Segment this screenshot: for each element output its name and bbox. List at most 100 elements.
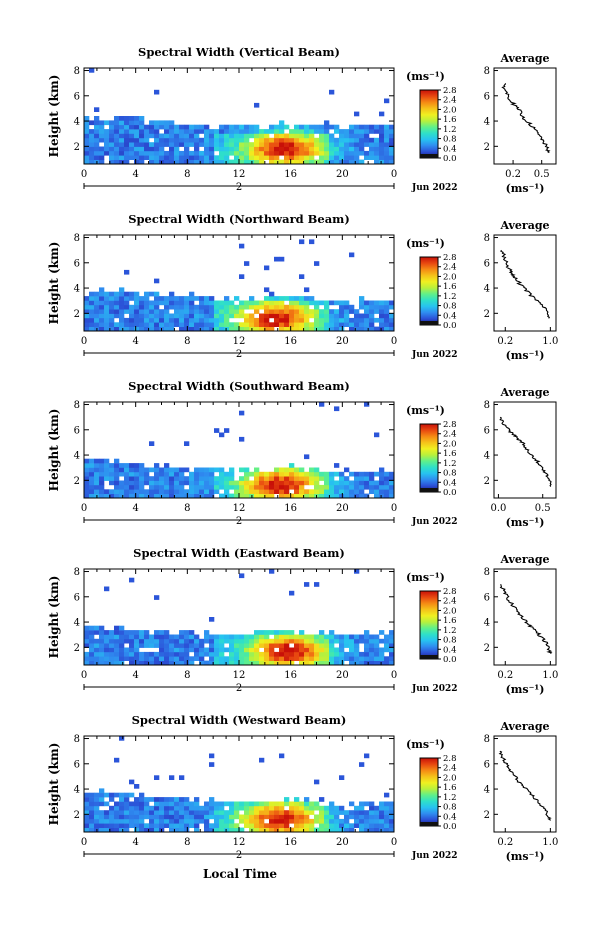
panel-ylabel: Height (km) [47, 576, 61, 659]
x-tick-label: 20 [336, 169, 349, 180]
colorbar-floor [420, 488, 438, 492]
profile-xlabel: (ms⁻¹) [506, 850, 545, 863]
profile-y-tick-label: 6 [484, 425, 490, 436]
profile-y-tick-label: 4 [484, 117, 490, 128]
y-tick-label: 4 [74, 284, 80, 295]
date-label: Jun 2022 [411, 684, 458, 694]
profile-frame [493, 401, 557, 499]
panel-title: Spectral Width (Vertical Beam) [138, 45, 340, 59]
colorbar-tick-label: 0.4 [443, 645, 457, 655]
profile-frame [493, 67, 557, 165]
profile-y-tick-label: 4 [484, 284, 490, 295]
colorbar-tick-label: 0.8 [443, 803, 457, 813]
x-tick-label: 0 [81, 837, 87, 848]
colorbar-tick-label: 2.4 [443, 430, 457, 440]
panel-ylabel: Height (km) [47, 409, 61, 492]
profile-title: Average [499, 52, 549, 65]
colorbar-tick-label: 2.4 [443, 597, 457, 607]
colorbar-tick-label: 0.0 [443, 321, 457, 331]
colorbar-tick-label: 0.8 [443, 636, 457, 646]
colorbar-tick-label: 0.0 [443, 822, 457, 832]
x-tick-label: 0 [81, 336, 87, 347]
colorbar-tick-label: 0.8 [443, 302, 457, 312]
date-marker: 2 [236, 683, 242, 694]
y-tick-label: 6 [74, 759, 80, 770]
colorbar-tick-label: 2.0 [443, 773, 457, 783]
y-tick-label: 8 [74, 567, 80, 578]
y-tick-label: 4 [74, 451, 80, 462]
panel-3: Spectral Width (Eastward Beam) Height (km… [47, 546, 558, 696]
x-tick-label: 4 [132, 670, 138, 681]
profile-frame [493, 735, 557, 833]
y-tick-label: 4 [74, 117, 80, 128]
x-tick-label: 0 [81, 169, 87, 180]
colorbar-unit: (ms⁻¹) [406, 738, 445, 751]
panel-ylabel: Height (km) [47, 743, 61, 826]
x-tick-label: 4 [132, 336, 138, 347]
profile-y-tick-label: 2 [484, 643, 490, 654]
profile-xlabel: (ms⁻¹) [506, 683, 545, 696]
colorbar-tick-label: 2.8 [443, 587, 457, 597]
panel-title: Spectral Width (Southward Beam) [128, 379, 350, 393]
x-tick-label: 16 [284, 503, 297, 514]
profile-x-tick-label: 0.0 [490, 503, 506, 514]
panel-0: Spectral Width (Vertical Beam) Height (km… [47, 45, 557, 195]
date-marker: 2 [236, 850, 242, 861]
x-tick-label: 8 [184, 837, 190, 848]
profile-x-tick-label: 0.2 [497, 837, 513, 848]
x-tick-label: 20 [336, 336, 349, 347]
x-tick-label: 4 [132, 503, 138, 514]
profile-y-tick-label: 4 [484, 451, 490, 462]
x-tick-label: 20 [336, 837, 349, 848]
colorbar-tick-label: 1.6 [443, 616, 457, 626]
panel-title: Spectral Width (Eastward Beam) [133, 546, 345, 560]
x-tick-label: 16 [284, 837, 297, 848]
profile-y-tick-label: 2 [484, 810, 490, 821]
x-tick-label: 0 [391, 670, 397, 681]
colorbar-unit: (ms⁻¹) [406, 70, 445, 83]
y-tick-label: 2 [74, 476, 80, 487]
colorbar-tick-label: 0.0 [443, 655, 457, 665]
panel-title: Spectral Width (Westward Beam) [132, 713, 347, 727]
date-marker: 2 [236, 182, 242, 193]
x-tick-label: 16 [284, 169, 297, 180]
y-tick-label: 8 [74, 400, 80, 411]
heatmap-cells [84, 736, 395, 833]
profile-x-tick-label: 1.0 [542, 336, 558, 347]
colorbar-tick-label: 0.4 [443, 144, 457, 154]
colorbar-unit: (ms⁻¹) [406, 571, 445, 584]
colorbar-tick-label: 2.0 [443, 606, 457, 616]
colorbar-tick-label: 0.4 [443, 311, 457, 321]
colorbar [419, 256, 439, 326]
colorbar-tick-label: 1.2 [443, 626, 457, 636]
colorbar-floor [420, 822, 438, 826]
colorbar [419, 590, 439, 660]
y-tick-label: 6 [74, 258, 80, 269]
profile-line [499, 583, 553, 655]
colorbar-floor [420, 655, 438, 659]
profile-y-tick-label: 8 [484, 66, 490, 77]
profile-title: Average [499, 386, 549, 399]
profile-xlabel: (ms⁻¹) [506, 516, 545, 529]
colorbar-tick-label: 1.6 [443, 282, 457, 292]
colorbar-tick-label: 0.0 [443, 154, 457, 164]
x-tick-label: 4 [132, 169, 138, 180]
y-tick-label: 2 [74, 643, 80, 654]
profile-x-tick-label: 0.2 [497, 336, 513, 347]
colorbar-unit: (ms⁻¹) [406, 237, 445, 250]
profile-x-tick-label: 0.5 [534, 169, 550, 180]
date-label: Jun 2022 [411, 851, 458, 861]
profile-x-tick-label: 0.2 [505, 169, 521, 180]
colorbar-unit: (ms⁻¹) [406, 404, 445, 417]
colorbar [419, 89, 439, 159]
date-marker: 2 [236, 516, 242, 527]
colorbar-tick-label: 2.8 [443, 420, 457, 430]
x-tick-label: 0 [391, 837, 397, 848]
profile-y-tick-label: 8 [484, 567, 490, 578]
profile-line [500, 249, 551, 319]
colorbar-tick-label: 2.4 [443, 96, 457, 106]
colorbar-tick-label: 1.6 [443, 783, 457, 793]
profile-title: Average [499, 219, 549, 232]
date-marker: 2 [236, 349, 242, 360]
colorbar-tick-label: 2.0 [443, 439, 457, 449]
